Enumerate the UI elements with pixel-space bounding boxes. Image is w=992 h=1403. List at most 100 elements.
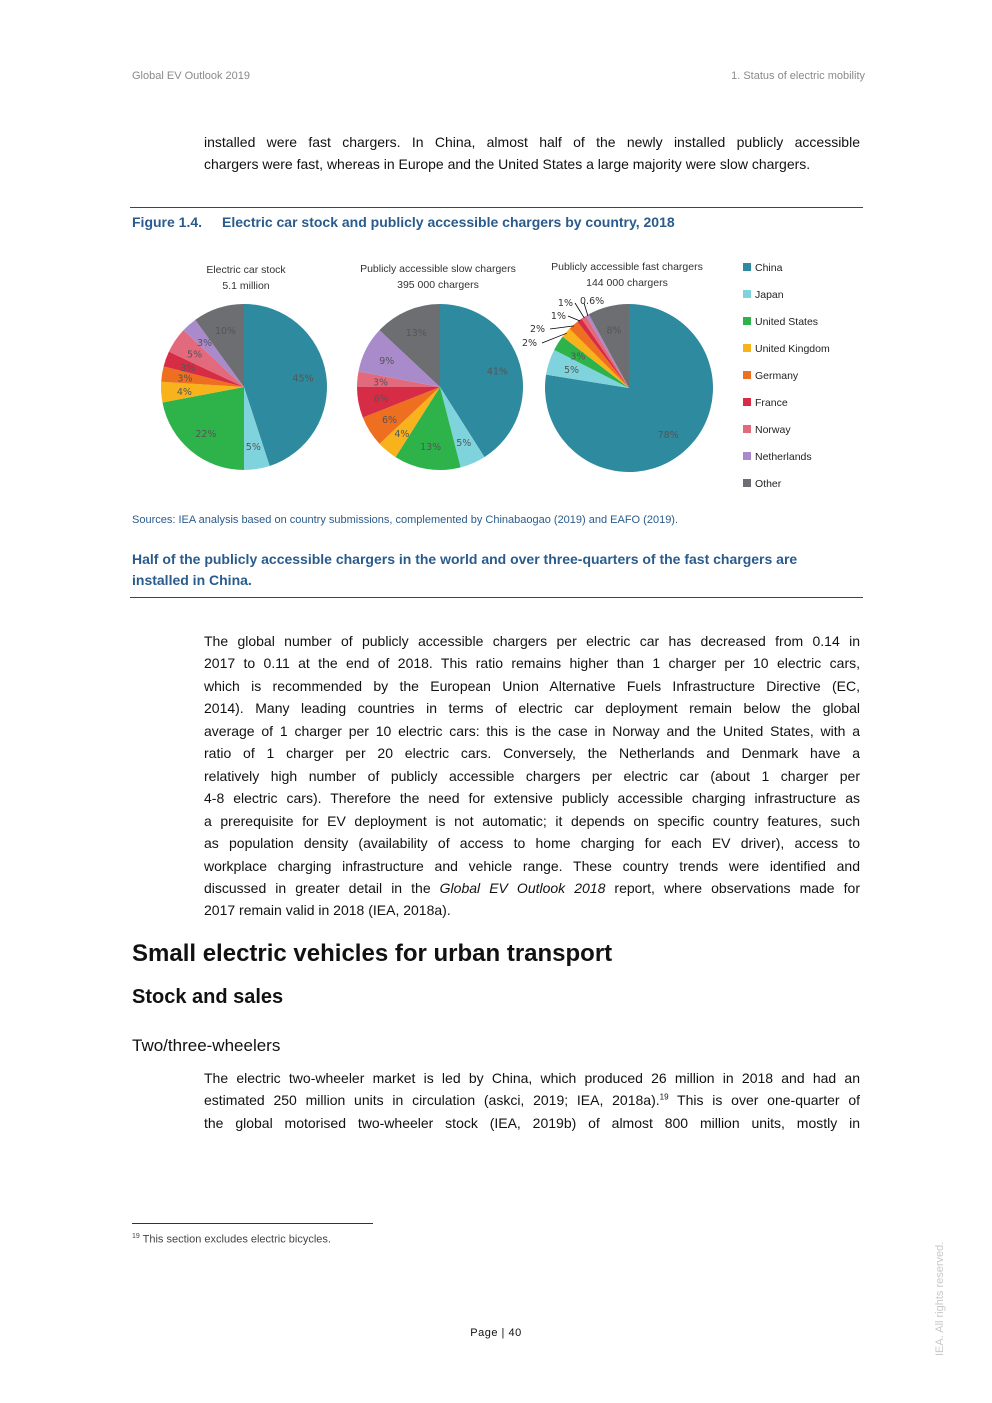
pie-label: 4% [394, 429, 409, 440]
pie-label: 3% [570, 352, 585, 363]
text: discussed in greater detail in the [204, 880, 440, 896]
leader-line [541, 332, 567, 344]
legend-swatch [743, 317, 751, 325]
pie-label: 3% [197, 338, 212, 349]
body-line: as population density (availability of a… [204, 835, 860, 852]
body-line: 4-8 electric cars). Therefore the need f… [204, 790, 860, 807]
legend-item: United States [743, 316, 818, 328]
footnote-number: 19 [132, 1233, 140, 1240]
legend-item: Netherlands [743, 451, 812, 463]
pie-slice-netherlands [183, 319, 244, 387]
pie-label: 13% [420, 442, 441, 453]
body-line: The global number of publicly accessible… [204, 633, 860, 649]
pie-title-fast: Publicly accessible fast chargers 144 000… [538, 259, 716, 291]
figure-title: Figure 1.4. Electric car stock and public… [132, 214, 675, 230]
pie-label: 1% [551, 311, 566, 322]
pie-label: 2% [522, 338, 537, 349]
pie-slice-norway [168, 330, 244, 387]
pie-slice-germany [569, 321, 629, 388]
legend-swatch [743, 371, 751, 379]
pie-label: 9% [379, 356, 394, 367]
footnote-ref[interactable]: 19 [659, 1092, 669, 1102]
legend-item: United Kingdom [743, 343, 830, 355]
body-line: 2017 to 0.11 at the end of 2018. This ra… [204, 655, 860, 672]
pie-slice-other [379, 304, 440, 387]
pie-slice-japan [440, 387, 485, 468]
pie-slice-germany [161, 366, 244, 387]
legend-swatch [743, 263, 751, 271]
pie-title-slow: Publicly accessible slow chargers 395 000… [348, 261, 528, 293]
pie-slice-norway [581, 315, 629, 388]
pie-slice-united-kingdom [562, 328, 629, 388]
body-line: relatively high number of publicly acces… [204, 767, 860, 784]
divider [130, 207, 863, 208]
pie-label: 1% [558, 298, 573, 309]
pie-title: Publicly accessible fast chargers [551, 261, 703, 273]
legend-swatch [743, 479, 751, 487]
footnote-divider [132, 1223, 373, 1224]
body-line: ratio of 1 charger per 20 electric cars.… [204, 745, 860, 762]
pie-label: 3% [180, 363, 195, 374]
legend-label: France [755, 397, 788, 409]
body-line: 2014). Many leading countries in terms o… [204, 700, 860, 717]
pie-label: 6% [382, 415, 397, 426]
figure-caption: Electric car stock and publicly accessib… [222, 214, 675, 230]
footnote-text: This section excludes electric bicycles. [139, 1233, 331, 1246]
pie-label: 5% [456, 438, 471, 449]
pie-slice-united-states [554, 336, 629, 388]
leader-line [574, 302, 585, 319]
figure-number: Figure 1.4. [132, 214, 203, 230]
body-line: average of 1 charger per 10 electric car… [204, 722, 860, 739]
pie-label: 22% [195, 429, 216, 440]
legend-label: Germany [755, 370, 799, 382]
body-line: estimated 250 million units in circulati… [204, 1092, 860, 1108]
legend-item: Norway [743, 424, 791, 436]
pie-title-car-stock: Electric car stock 5.1 million [176, 262, 316, 294]
pie-title: Electric car stock [206, 264, 286, 276]
pie-slice-france [163, 351, 244, 387]
pie-label: 10% [215, 326, 236, 337]
header-right: 1. Status of electric mobility [731, 70, 865, 82]
pie-slice-japan [546, 349, 629, 388]
legend-item: Japan [743, 289, 784, 301]
body-line: 2017 remain valid in 2018 (IEA, 2018a). [204, 902, 451, 918]
section-heading: Small electric vehicles for urban transp… [132, 940, 613, 967]
pie-slice-other [588, 304, 629, 388]
leader-line [567, 315, 581, 322]
pie-slice-china [440, 304, 523, 458]
pie-label: 8% [607, 325, 622, 336]
legend-label: Netherlands [755, 451, 812, 463]
legend-swatch [743, 344, 751, 352]
pie-slice-united-kingdom [161, 381, 244, 403]
pie-charts: 45%5%22%4%3%3%5%3%10%41%5%13%4%6%6%3%9%1… [161, 296, 714, 472]
pie-label: 13% [406, 328, 427, 339]
legend-label: Japan [755, 289, 784, 301]
pie-label: 5% [246, 442, 261, 453]
legend-swatch [743, 398, 751, 406]
intro-line: installed were fast chargers. In China, … [204, 134, 860, 150]
body-line: a prerequisite for EV deployment is not … [204, 812, 860, 829]
pie-label: 2% [530, 324, 545, 335]
subsubsection-heading: Two/three-wheelers [132, 1036, 281, 1055]
pie-slice-netherlands [586, 314, 629, 388]
page-number: Page | 40 [470, 1327, 522, 1339]
figure-source: Sources: IEA analysis based on country s… [132, 514, 679, 526]
text: estimated 250 million units in circulati… [204, 1092, 660, 1108]
pie-slice-japan [244, 387, 270, 470]
legend-item: France [743, 397, 788, 409]
text: report, where observations made for [605, 880, 860, 896]
pie-subtitle: 144 000 chargers [586, 277, 668, 289]
leader-line [583, 302, 589, 317]
legend-item: Other [743, 478, 781, 490]
pie-label: 5% [187, 349, 202, 360]
footnote: 19 This section excludes electric bicycl… [132, 1233, 331, 1246]
pie-label: 4% [177, 387, 192, 398]
pie-slice-france [357, 387, 440, 418]
pie-label: 3% [373, 377, 388, 388]
report-title: Global EV Outlook 2018 [439, 880, 606, 896]
pie-label: 41% [487, 366, 508, 377]
legend-item: Germany [743, 370, 798, 382]
leader-line [549, 325, 575, 330]
pie-slice-germany [362, 387, 440, 444]
